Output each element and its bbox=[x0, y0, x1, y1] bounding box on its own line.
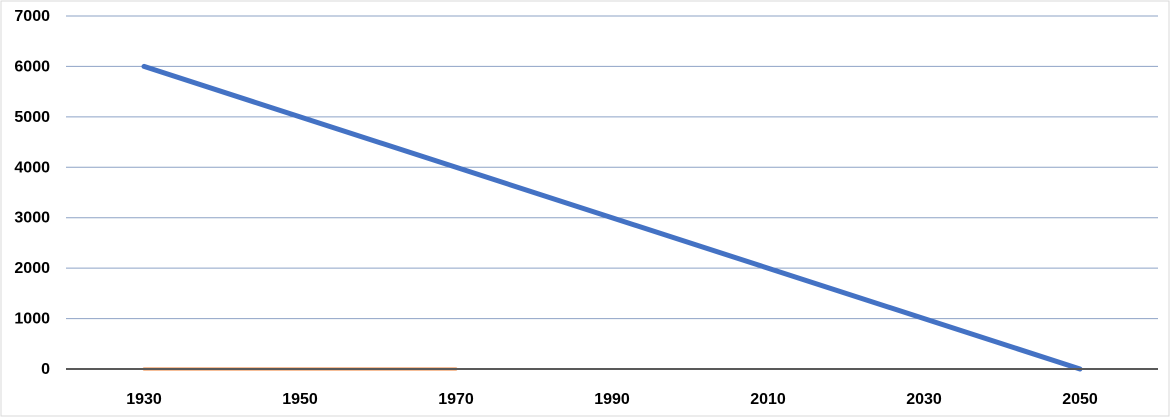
x-tick-label: 1970 bbox=[438, 391, 474, 408]
y-tick-label: 3000 bbox=[14, 210, 50, 227]
series-line-1 bbox=[141, 63, 1083, 372]
x-tick-label: 1990 bbox=[594, 391, 630, 408]
y-tick-label: 2000 bbox=[14, 260, 50, 277]
gridlines bbox=[66, 15, 1158, 320]
y-tick-label: 4000 bbox=[14, 159, 50, 176]
x-tick-label: 2030 bbox=[906, 391, 942, 408]
x-tick-label: 1930 bbox=[126, 391, 162, 408]
y-tick-label: 7000 bbox=[14, 8, 50, 25]
x-tick-label: 2050 bbox=[1062, 391, 1098, 408]
x-tick-label: 1950 bbox=[282, 391, 318, 408]
y-tick-label: 0 bbox=[41, 361, 50, 378]
x-tick-label: 2010 bbox=[750, 391, 786, 408]
y-tick-label: 1000 bbox=[14, 311, 50, 328]
x-axis-tick-labels: 1930 1950 1970 1990 2010 2030 2050 bbox=[126, 391, 1098, 408]
y-tick-label: 5000 bbox=[14, 109, 50, 126]
y-axis-tick-labels: 0 1000 2000 3000 4000 5000 6000 7000 bbox=[14, 8, 50, 378]
y-tick-label: 6000 bbox=[14, 58, 50, 75]
